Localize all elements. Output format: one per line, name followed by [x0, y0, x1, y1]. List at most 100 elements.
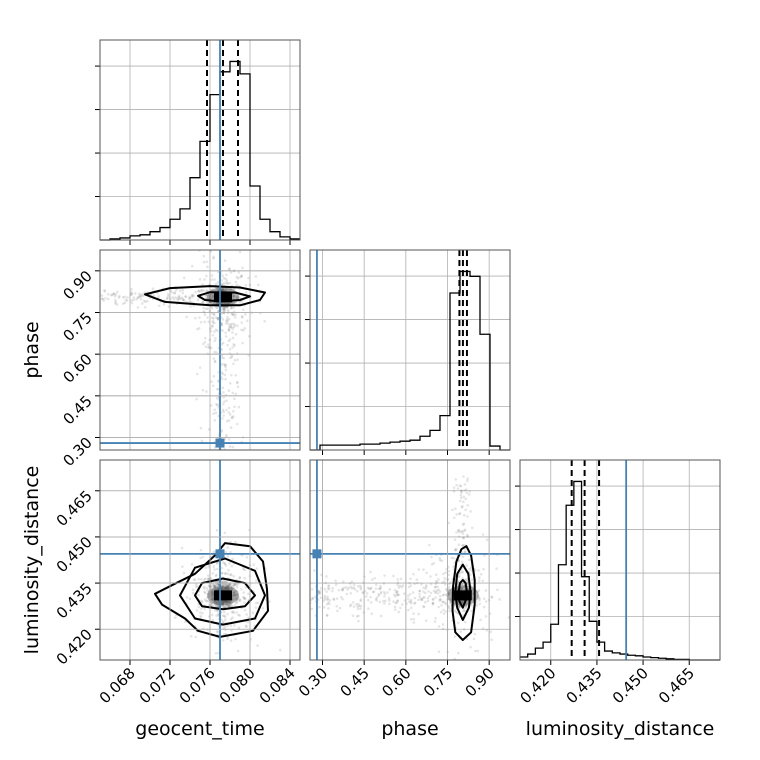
sample-point — [454, 610, 457, 613]
sample-point — [209, 601, 213, 605]
sample-point — [216, 281, 220, 284]
sample-point — [216, 609, 219, 612]
contour-level-1 — [197, 291, 251, 303]
sample-point — [211, 588, 215, 592]
sample-point — [188, 297, 192, 300]
sample-point — [224, 600, 228, 603]
sample-point — [223, 588, 227, 591]
sample-point — [213, 584, 217, 588]
sample-point — [213, 584, 216, 588]
sample-point — [465, 488, 468, 491]
contour-level-1 — [194, 577, 256, 611]
sample-point — [229, 550, 232, 554]
sample-point — [210, 597, 213, 601]
sample-point — [441, 623, 445, 626]
sample-point — [232, 574, 236, 578]
sample-point — [211, 596, 215, 600]
sample-point — [214, 306, 218, 309]
sample-point — [430, 563, 434, 566]
sample-point — [226, 637, 229, 640]
sample-point — [100, 297, 104, 301]
sample-point — [447, 521, 451, 525]
sample-point — [205, 586, 209, 590]
sample-point — [240, 274, 243, 278]
sample-point — [220, 584, 224, 588]
sample-point — [227, 604, 231, 607]
sample-point — [224, 586, 228, 590]
sample-point — [359, 599, 363, 603]
sample-point — [222, 587, 226, 591]
sample-point — [225, 587, 229, 591]
sample-point — [233, 589, 237, 593]
sample-point — [202, 587, 206, 590]
sample-point — [454, 478, 458, 481]
sample-point — [221, 600, 224, 604]
sample-point — [195, 584, 199, 587]
sample-point — [482, 567, 485, 571]
sample-point — [214, 316, 218, 319]
sample-point — [206, 577, 210, 581]
sample-point — [356, 584, 360, 588]
sample-point — [136, 306, 140, 309]
sample-point — [395, 590, 399, 594]
density-peak — [214, 292, 232, 303]
sample-point — [210, 274, 214, 277]
sample-point — [254, 606, 258, 609]
sample-point — [443, 580, 446, 583]
sample-point — [227, 587, 230, 591]
sample-point — [222, 586, 225, 589]
sample-point — [194, 635, 198, 639]
sample-point — [182, 299, 186, 302]
sample-point — [215, 301, 218, 305]
sample-point — [199, 548, 203, 552]
sample-point — [463, 529, 466, 532]
sample-point — [210, 590, 214, 593]
sample-point — [237, 270, 241, 274]
sample-point — [433, 620, 437, 623]
sample-point — [456, 621, 460, 625]
sample-point — [327, 601, 330, 604]
sample-point — [203, 590, 206, 594]
sample-point — [209, 296, 212, 300]
sample-point — [227, 389, 231, 392]
sample-point — [202, 306, 205, 310]
sample-point — [228, 601, 232, 604]
sample-point — [323, 594, 327, 598]
sample-point — [236, 297, 239, 300]
sample-point — [430, 555, 433, 559]
sample-point — [255, 567, 259, 570]
sample-point — [370, 586, 373, 590]
sample-point — [233, 594, 237, 598]
sample-point — [223, 618, 227, 621]
sample-point — [341, 587, 344, 590]
sample-point — [243, 597, 247, 601]
sample-point — [313, 569, 316, 572]
sample-point — [254, 601, 258, 605]
sample-point — [429, 591, 433, 595]
sample-point — [235, 598, 239, 602]
sample-point — [240, 274, 244, 278]
sample-point — [438, 599, 442, 602]
sample-point — [245, 625, 248, 628]
sample-point — [231, 322, 235, 326]
y-tick-label-phase: 0.30 — [59, 434, 95, 470]
sample-point — [232, 294, 236, 298]
sample-point — [213, 408, 216, 412]
sample-point — [195, 372, 199, 376]
sample-point — [220, 343, 224, 346]
sample-point — [210, 591, 214, 594]
sample-point — [222, 580, 226, 584]
sample-point — [338, 606, 342, 610]
sample-point — [240, 300, 244, 303]
sample-point — [238, 250, 242, 254]
sample-point — [222, 276, 226, 280]
sample-point — [459, 571, 462, 575]
sample-point — [344, 586, 348, 589]
sample-point — [221, 614, 225, 618]
sample-point — [400, 585, 404, 589]
sample-point — [220, 279, 224, 282]
sample-point — [143, 291, 147, 294]
sample-point — [461, 599, 464, 603]
sample-point — [247, 592, 250, 596]
sample-point — [106, 297, 110, 301]
